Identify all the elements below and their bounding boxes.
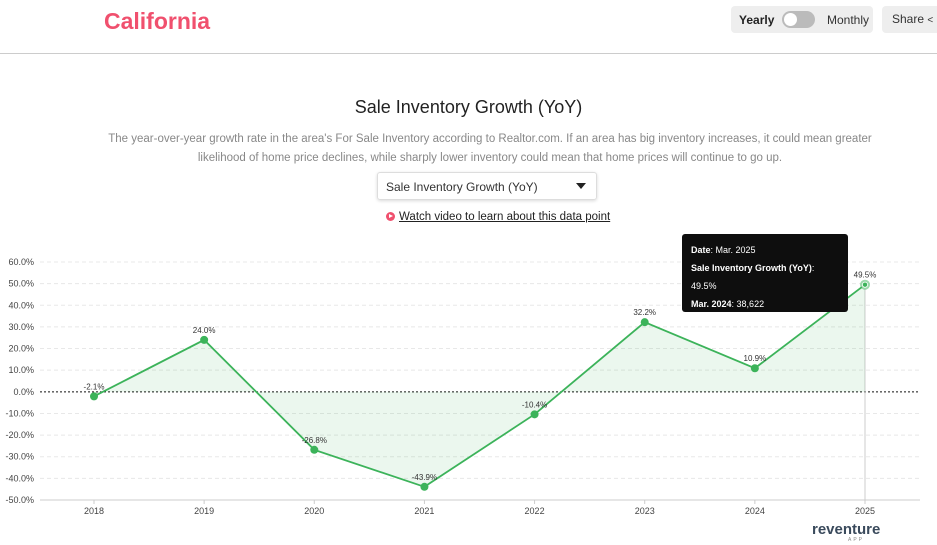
y-tick-label: 10.0%	[8, 365, 34, 375]
tooltip-cur-label: Mar. 2025	[691, 317, 732, 327]
y-tick-label: 20.0%	[8, 344, 34, 354]
yearly-monthly-toggle[interactable]: Yearly Monthly	[731, 6, 873, 33]
metric-select-value: Sale Inventory Growth (YoY)	[386, 180, 538, 194]
divider	[0, 53, 937, 54]
data-point	[310, 445, 319, 454]
tooltip-metric-label: Sale Inventory Growth (YoY)	[691, 263, 812, 273]
y-tick-label: -10.0%	[5, 408, 34, 418]
data-point	[640, 318, 649, 327]
data-label: -43.9%	[412, 473, 437, 482]
series-line	[93, 284, 866, 488]
y-tick-label: -20.0%	[5, 430, 34, 440]
data-point	[862, 282, 868, 287]
data-label: 10.9%	[744, 354, 767, 363]
tooltip-prev-label: Mar. 2024	[691, 299, 732, 309]
y-tick-label: 40.0%	[8, 300, 34, 310]
share-icon: <	[927, 15, 934, 26]
share-button[interactable]: Share <	[882, 6, 937, 33]
x-tick-label: 2019	[194, 506, 214, 516]
monthly-label[interactable]: Monthly	[827, 13, 870, 27]
x-tick-label: 2025	[855, 506, 875, 516]
y-tick-label: 30.0%	[8, 322, 34, 332]
data-point	[420, 482, 429, 491]
data-point	[530, 410, 539, 419]
data-label: 49.5%	[854, 271, 877, 280]
toggle-knob	[784, 13, 797, 26]
toggle-switch[interactable]	[782, 11, 815, 28]
data-label: -10.4%	[522, 400, 547, 409]
x-tick-label: 2018	[84, 506, 104, 516]
chart-title: Sale Inventory Growth (YoY)	[354, 97, 583, 117]
data-point	[750, 364, 759, 373]
reventure-logo: reventure	[812, 521, 881, 538]
data-label: 24.0%	[193, 326, 216, 335]
y-tick-label: -30.0%	[5, 452, 34, 462]
x-tick-label: 2023	[635, 506, 655, 516]
reventure-logo-sub: APP	[848, 537, 865, 543]
metric-select[interactable]: Sale Inventory Growth (YoY)	[377, 172, 597, 200]
data-label: -2.1%	[84, 382, 105, 391]
caret-down-icon	[576, 183, 586, 189]
y-tick-label: -40.0%	[5, 473, 34, 483]
data-label: 32.2%	[633, 308, 656, 317]
data-point	[200, 335, 209, 344]
tooltip-metric-value: 49.5%	[691, 281, 717, 291]
x-tick-label: 2024	[745, 506, 765, 516]
y-tick-label: 0.0%	[13, 387, 34, 397]
x-tick-label: 2021	[414, 506, 434, 516]
x-tick-label: 2020	[304, 506, 324, 516]
y-tick-label: -50.0%	[5, 495, 34, 505]
watch-video-link[interactable]: Watch video to learn about this data poi…	[386, 211, 610, 223]
x-tick-label: 2022	[525, 506, 545, 516]
watch-video-text[interactable]: Watch video to learn about this data poi…	[399, 211, 611, 223]
y-tick-label: 50.0%	[8, 279, 34, 289]
yearly-label[interactable]: Yearly	[739, 13, 775, 27]
play-icon	[386, 212, 395, 221]
y-tick-label: 60.0%	[8, 257, 34, 267]
data-point	[90, 392, 98, 401]
tooltip-date-label: Date	[691, 245, 711, 255]
region-title: California	[104, 8, 211, 34]
share-label: Share	[892, 12, 925, 26]
chart-description: The year-over-year growth rate in the ar…	[108, 133, 872, 164]
tooltip-date: Mar. 2025	[715, 245, 756, 255]
tooltip-cur-value: 57,759	[736, 317, 765, 327]
chart-tooltip: Date: Mar. 2025 Sale Inventory Growth (Y…	[682, 234, 848, 327]
data-label: -26.8%	[302, 436, 327, 445]
area-fill	[94, 284, 865, 487]
tooltip-prev-value: 38,622	[736, 299, 765, 309]
